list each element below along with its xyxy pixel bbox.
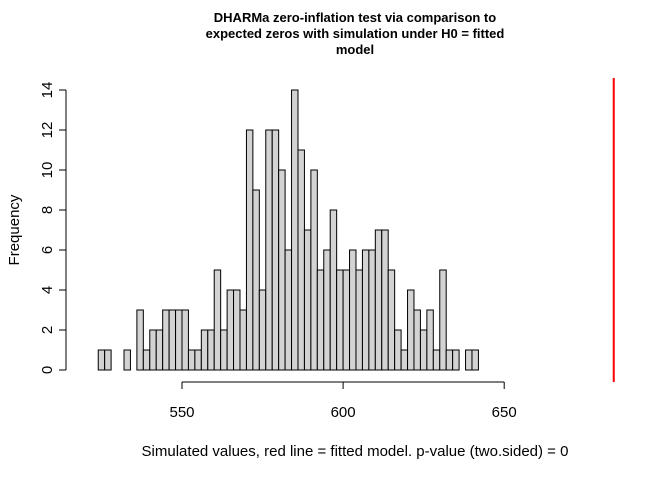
histogram-bar xyxy=(310,169,318,371)
histogram-bar xyxy=(271,129,280,371)
histogram-bar xyxy=(303,229,312,371)
histogram-bar xyxy=(407,289,415,371)
histogram-bar xyxy=(155,329,164,371)
x-tick-label: 550 xyxy=(169,404,194,421)
histogram-bar xyxy=(168,309,177,371)
histogram-bar xyxy=(297,149,305,371)
histogram-bar xyxy=(213,269,222,371)
histogram-bar xyxy=(374,229,383,371)
y-tick-label: 0 xyxy=(39,366,56,374)
histogram-bar xyxy=(284,249,293,371)
histogram-bar xyxy=(265,129,273,371)
histogram-bar xyxy=(142,349,151,371)
x-axis-label: Simulated values, red line = fitted mode… xyxy=(142,443,569,460)
histogram-bar xyxy=(220,329,228,371)
histogram-bar xyxy=(194,349,202,371)
x-axis: 550 600 650 xyxy=(169,381,517,421)
histogram-bar xyxy=(97,349,106,371)
histogram-bar xyxy=(439,269,447,371)
histogram-bar xyxy=(323,249,331,371)
histogram-bar xyxy=(445,349,454,371)
histogram-bar xyxy=(258,289,267,371)
histogram-bars xyxy=(97,89,479,371)
y-tick-label: 6 xyxy=(39,246,56,254)
histogram-bar xyxy=(381,229,389,371)
x-tick-label: 600 xyxy=(331,404,356,421)
histogram-bar xyxy=(149,329,157,371)
histogram-bar xyxy=(162,309,170,371)
histogram-bar xyxy=(207,329,215,371)
y-tick-label: 2 xyxy=(39,326,56,334)
histogram-bar xyxy=(336,269,344,371)
histogram-bar xyxy=(226,289,235,371)
histogram-bar xyxy=(400,349,409,371)
title-line-1: DHARMa zero-inflation test via compariso… xyxy=(214,10,496,25)
y-tick-label: 10 xyxy=(39,162,56,179)
histogram-bar xyxy=(245,129,254,371)
histogram-bar xyxy=(413,309,421,371)
histogram-bar xyxy=(181,309,189,371)
histogram-bar xyxy=(291,89,299,371)
histogram-bar xyxy=(426,309,434,371)
histogram-bar xyxy=(387,269,396,371)
histogram-bar xyxy=(136,309,144,371)
histogram-bar xyxy=(278,169,286,371)
histogram-bar xyxy=(471,349,479,371)
y-tick-label: 14 xyxy=(39,82,56,99)
title-line-2: expected zeros with simulation under H0 … xyxy=(206,26,505,41)
histogram-bar xyxy=(316,269,325,371)
title-line-3: model xyxy=(336,42,374,57)
histogram-bar xyxy=(123,349,131,371)
histogram-bar xyxy=(233,289,241,371)
histogram-bar xyxy=(465,349,473,371)
y-axis-label: Frequency xyxy=(6,194,23,265)
y-tick-label: 12 xyxy=(39,122,56,139)
histogram-bar xyxy=(200,329,209,371)
histogram-bar xyxy=(419,329,428,371)
histogram-bar xyxy=(452,349,460,371)
histogram-bar xyxy=(342,269,351,371)
histogram-bar xyxy=(432,349,441,371)
histogram-bar xyxy=(355,269,363,371)
y-axis: 0 2 4 6 8 10 12 14 xyxy=(39,82,67,374)
histogram-bar xyxy=(394,329,402,371)
x-tick-label: 650 xyxy=(492,404,517,421)
y-tick-label: 4 xyxy=(39,286,56,294)
y-tick-label: 8 xyxy=(39,206,56,214)
histogram-bar xyxy=(187,349,196,371)
histogram-bar xyxy=(175,309,183,371)
histogram-bar xyxy=(361,249,370,371)
histogram-bar xyxy=(368,249,376,371)
histogram-bar xyxy=(329,209,338,371)
histogram-bar xyxy=(239,309,247,371)
histogram-bar xyxy=(104,349,112,371)
histogram-bar xyxy=(349,249,357,371)
histogram-bar xyxy=(252,189,260,371)
chart-title: DHARMa zero-inflation test via compariso… xyxy=(206,10,505,57)
